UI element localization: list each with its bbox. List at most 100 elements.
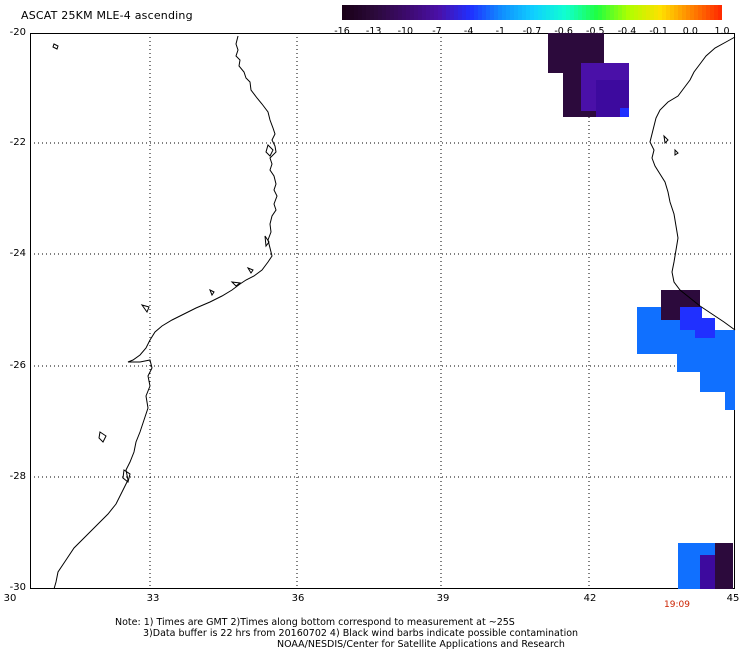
- colorbar-segment: [474, 5, 478, 20]
- colorbar-tick-label: 0.0: [682, 26, 698, 37]
- colorbar-segment: [694, 5, 698, 20]
- colorbar-segment: [682, 5, 686, 20]
- footer-note-2: 3)Data buffer is 22 hrs from 20160702 4)…: [143, 628, 579, 639]
- colorbar-segment: [650, 5, 654, 20]
- island-detail: [663, 134, 679, 156]
- colorbar-segment: [366, 5, 370, 20]
- colorbar-segment: [406, 5, 410, 20]
- lon-label: 42: [583, 593, 597, 604]
- colorbar-tick-label: -0.4: [617, 26, 637, 37]
- colorbar-segment: [494, 5, 498, 20]
- data-cell: [620, 108, 629, 117]
- colorbar-segment: [538, 5, 542, 20]
- lat-label: -30: [9, 582, 26, 593]
- colorbar-segment: [454, 5, 458, 20]
- colorbar-segment: [630, 5, 634, 20]
- colorbar-tick-label: 1.0: [714, 26, 730, 37]
- colorbar-segment: [422, 5, 426, 20]
- colorbar-tick-label: -16: [334, 26, 350, 37]
- graticule: [30, 33, 735, 589]
- colorbar-segment: [562, 5, 566, 20]
- colorbar-segment: [470, 5, 474, 20]
- colorbar-tick-label: -1: [495, 26, 506, 37]
- map-plot-frame: [30, 33, 735, 589]
- colorbar-segment: [346, 5, 350, 20]
- colorbar-segment: [382, 5, 386, 20]
- colorbar-segment: [570, 5, 574, 20]
- colorbar-segment: [510, 5, 514, 20]
- colorbar-segment: [542, 5, 546, 20]
- colorbar-segment: [678, 5, 682, 20]
- colorbar-tick-label: -13: [365, 26, 382, 37]
- colorbar-segment: [506, 5, 510, 20]
- colorbar-segment: [594, 5, 598, 20]
- colorbar-segment: [350, 5, 354, 20]
- colorbar-segment: [486, 5, 490, 20]
- colorbar-segment: [534, 5, 538, 20]
- colorbar-tick-label: -0.1: [649, 26, 668, 37]
- pass-timestamp: 19:09: [664, 600, 690, 610]
- colorbar-segment: [670, 5, 674, 20]
- colorbar-segment: [646, 5, 650, 20]
- colorbar-segment: [714, 5, 718, 20]
- coastline-africa: [53, 35, 278, 590]
- colorbar-tick-label: -7: [432, 26, 442, 37]
- colorbar-segment: [706, 5, 710, 20]
- lon-label: 30: [3, 593, 17, 604]
- colorbar-segment: [622, 5, 626, 20]
- colorbar-segment: [362, 5, 366, 20]
- colorbar-segment: [686, 5, 690, 20]
- colorbar-segment: [550, 5, 554, 20]
- lon-label: 45: [726, 593, 740, 604]
- colorbar-tick-label: -10: [397, 26, 414, 37]
- colorbar-segment: [402, 5, 406, 20]
- colorbar-segment: [566, 5, 570, 20]
- data-cell: [700, 555, 717, 589]
- footer-note-1: Note: 1) Times are GMT 2)Times along bot…: [115, 617, 515, 628]
- colorbar-segment: [358, 5, 362, 20]
- colorbar-segment: [498, 5, 502, 20]
- colorbar-segment: [606, 5, 610, 20]
- colorbar-segment: [618, 5, 622, 20]
- colorbar: [342, 5, 722, 20]
- colorbar-segment: [370, 5, 374, 20]
- colorbar-segment: [526, 5, 530, 20]
- colorbar-segment: [522, 5, 526, 20]
- lon-label: 39: [436, 593, 450, 604]
- colorbar-segment: [654, 5, 658, 20]
- colorbar-segment: [490, 5, 494, 20]
- colorbar-segment: [398, 5, 402, 20]
- colorbar-segment: [718, 5, 722, 20]
- colorbar-segment: [466, 5, 470, 20]
- colorbar-segment: [638, 5, 642, 20]
- colorbar-segment: [354, 5, 358, 20]
- colorbar-segment: [410, 5, 414, 20]
- colorbar-segment: [578, 5, 582, 20]
- colorbar-segment: [462, 5, 466, 20]
- colorbar-segment: [378, 5, 382, 20]
- lon-label: 33: [146, 593, 160, 604]
- colorbar-segment: [674, 5, 678, 20]
- data-cell: [695, 318, 715, 338]
- lat-label: -28: [9, 471, 26, 482]
- colorbar-segment: [430, 5, 434, 20]
- colorbar-segment: [390, 5, 394, 20]
- colorbar-segment: [710, 5, 714, 20]
- colorbar-segment: [502, 5, 506, 20]
- colorbar-segment: [386, 5, 390, 20]
- colorbar-segment: [614, 5, 618, 20]
- data-cell: [715, 543, 733, 589]
- colorbar-segment: [662, 5, 666, 20]
- colorbar-segment: [374, 5, 378, 20]
- colorbar-segment: [702, 5, 706, 20]
- coastline-madagascar: [649, 36, 736, 331]
- colorbar-segment: [426, 5, 430, 20]
- colorbar-tick-label: -0.5: [586, 26, 605, 37]
- map-title: ASCAT 25KM MLE-4 ascending: [21, 9, 193, 22]
- coastline-detail: [52, 43, 274, 483]
- colorbar-segment: [642, 5, 646, 20]
- colorbar-segment: [438, 5, 442, 20]
- colorbar-segment: [590, 5, 594, 20]
- scatterometer-cells: [548, 33, 735, 589]
